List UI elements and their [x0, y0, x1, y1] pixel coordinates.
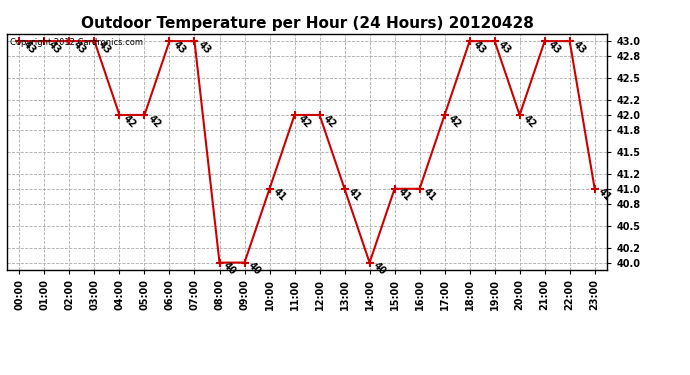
Text: 42: 42 [321, 113, 337, 129]
Text: 42: 42 [121, 113, 137, 129]
Text: 43: 43 [571, 39, 588, 56]
Text: 43: 43 [196, 39, 213, 56]
Text: 41: 41 [346, 187, 362, 203]
Text: 43: 43 [171, 39, 188, 56]
Text: 41: 41 [271, 187, 288, 203]
Text: 42: 42 [296, 113, 313, 129]
Text: 40: 40 [221, 261, 237, 277]
Text: 43: 43 [96, 39, 112, 56]
Text: 43: 43 [21, 39, 37, 56]
Text: 40: 40 [246, 261, 262, 277]
Text: 43: 43 [496, 39, 513, 56]
Text: 43: 43 [46, 39, 62, 56]
Text: 42: 42 [146, 113, 162, 129]
Text: 42: 42 [521, 113, 538, 129]
Text: 43: 43 [546, 39, 562, 56]
Text: 41: 41 [396, 187, 413, 203]
Text: 40: 40 [371, 261, 388, 277]
Text: 41: 41 [421, 187, 437, 203]
Text: 42: 42 [446, 113, 462, 129]
Text: 43: 43 [471, 39, 488, 56]
Text: Copyright 2012 Cardronics.com: Copyright 2012 Cardronics.com [10, 39, 143, 48]
Title: Outdoor Temperature per Hour (24 Hours) 20120428: Outdoor Temperature per Hour (24 Hours) … [81, 16, 533, 31]
Text: 43: 43 [71, 39, 88, 56]
Text: 41: 41 [596, 187, 613, 203]
